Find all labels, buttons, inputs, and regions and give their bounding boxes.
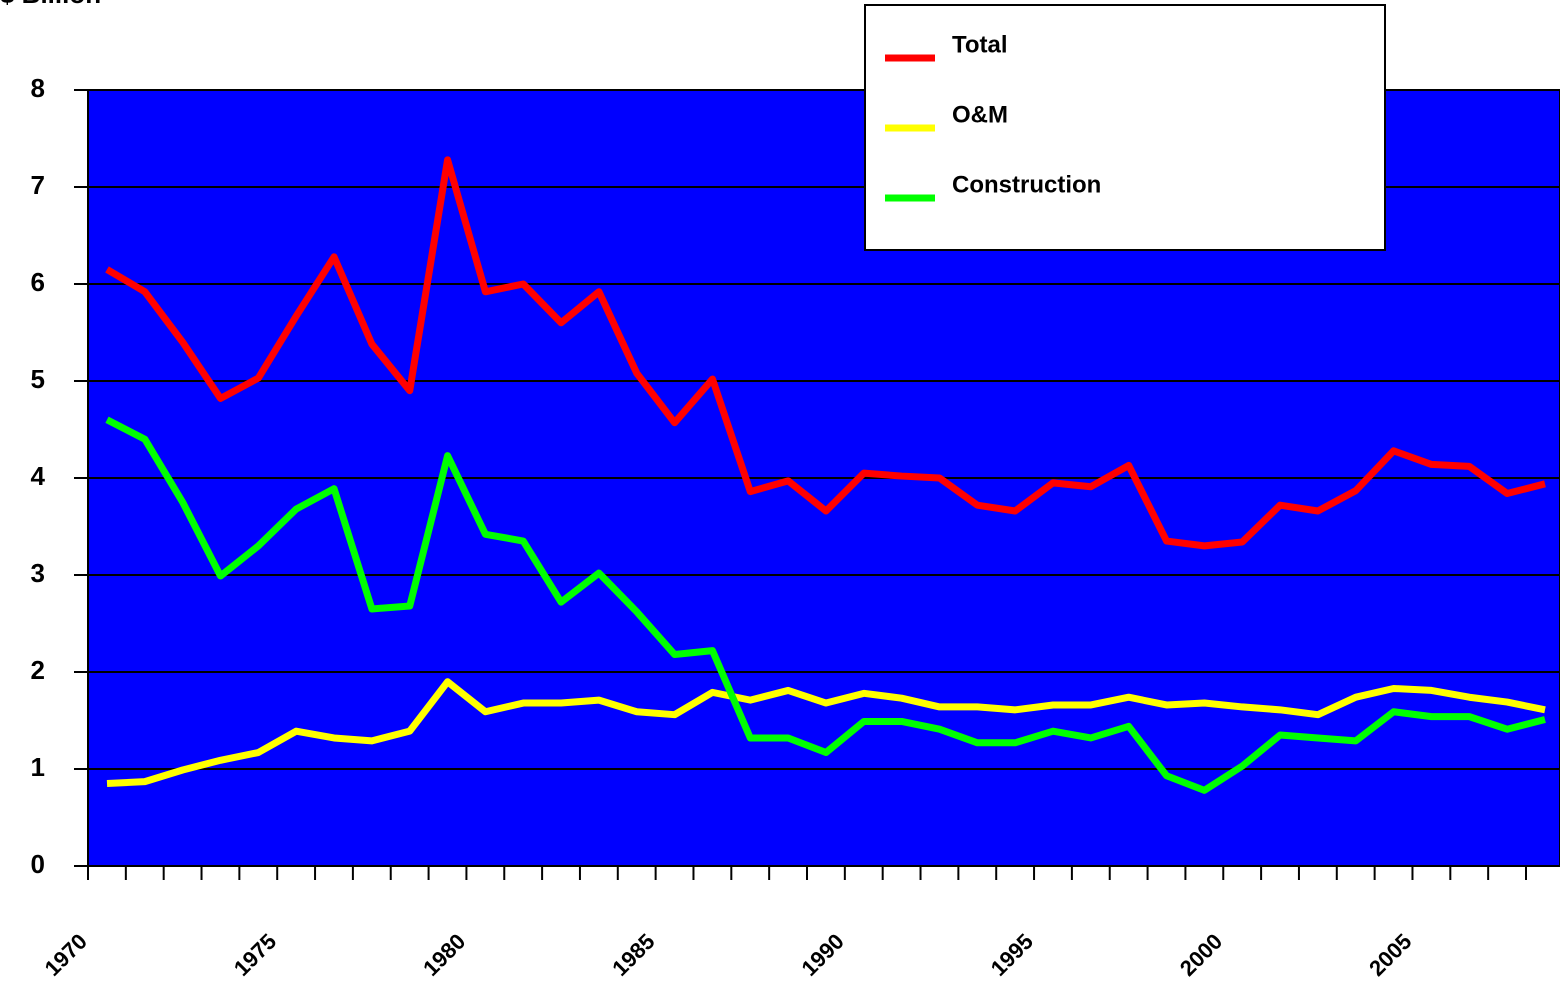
x-tick-label: 1995 [986, 929, 1038, 981]
y-tick-label: 7 [31, 170, 45, 200]
legend-label: Construction [952, 171, 1101, 198]
series-line [105, 416, 1546, 794]
legend-label: O&M [952, 101, 1008, 128]
x-tick-label: 2005 [1364, 929, 1416, 981]
x-tick-label: 1970 [40, 929, 92, 981]
y-tick-label: 8 [31, 73, 45, 103]
x-tick-label: 2000 [1175, 929, 1227, 981]
y-tick-label: 3 [31, 558, 45, 588]
y-tick-label: 5 [31, 364, 45, 394]
y-tick-label: 6 [31, 267, 45, 297]
x-tick-label: 1985 [607, 929, 659, 981]
y-axis-label: $ Billion [0, 0, 101, 9]
x-tick-label: 1975 [229, 929, 281, 981]
y-tick-label: 1 [31, 752, 45, 782]
series-line [106, 678, 1546, 788]
legend-box [864, 4, 1386, 251]
legend-label: Total [952, 31, 1008, 58]
y-tick-label: 4 [31, 461, 46, 491]
y-tick-label: 2 [31, 655, 45, 685]
x-tick-label: 1980 [418, 929, 470, 981]
x-tick-label: 1990 [797, 929, 849, 981]
series-line [105, 156, 1546, 550]
y-tick-label: 0 [31, 849, 45, 879]
